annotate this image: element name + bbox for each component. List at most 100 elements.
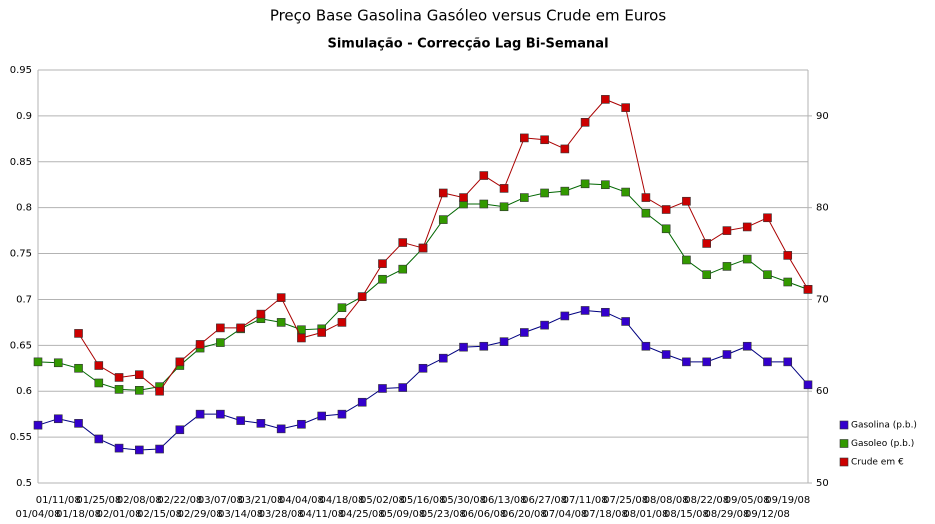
y2-tick-label: 70 — [816, 294, 829, 305]
marker — [53, 358, 63, 368]
marker — [114, 373, 124, 382]
x-tick-label: 01/04/08 — [16, 509, 61, 520]
y-tick-label: 0.5 — [16, 478, 32, 489]
x-tick-label: 01/18/08 — [56, 509, 101, 520]
marker — [540, 135, 549, 145]
legend-swatch — [839, 420, 849, 430]
x-tick-label: 08/22/08 — [684, 495, 729, 506]
marker — [114, 385, 124, 394]
marker — [398, 383, 408, 392]
y-tick-label: 0.55 — [10, 432, 32, 443]
x-tick-label: 07/04/08 — [542, 509, 587, 520]
marker — [560, 311, 570, 321]
y-tick-label: 0.65 — [10, 340, 32, 351]
marker — [702, 357, 711, 367]
y-tick-label: 0.8 — [16, 203, 32, 214]
marker — [499, 184, 509, 193]
marker — [722, 350, 732, 359]
marker — [256, 309, 266, 319]
y-tick-label: 0.75 — [10, 249, 32, 260]
marker — [520, 328, 529, 337]
marker — [661, 205, 671, 214]
marker — [398, 264, 408, 274]
marker — [276, 318, 286, 327]
marker — [276, 293, 286, 302]
marker — [438, 215, 448, 224]
series-line — [37, 309, 809, 451]
marker — [601, 180, 610, 190]
x-tick-label: 01/25/08 — [76, 495, 121, 506]
x-tick-label: 04/04/08 — [279, 495, 324, 506]
marker — [438, 188, 448, 198]
legend-label: Gasoleo (p.b.) — [851, 439, 914, 449]
x-tick-label: 08/01/08 — [623, 509, 668, 520]
marker — [438, 353, 448, 363]
marker — [479, 171, 489, 180]
y2-tick-label: 90 — [816, 111, 829, 122]
marker — [216, 409, 225, 419]
x-tick-label: 03/07/08 — [198, 495, 243, 506]
x-tick-label: 09/12/08 — [745, 509, 790, 520]
marker — [540, 320, 549, 330]
marker — [114, 443, 124, 453]
legend-label: Crude em € — [851, 458, 904, 468]
marker — [74, 329, 83, 338]
marker — [74, 363, 83, 373]
marker — [479, 341, 489, 351]
marker — [94, 361, 104, 370]
y-tick-label: 0.7 — [16, 294, 32, 305]
marker — [53, 414, 63, 424]
marker — [357, 397, 367, 407]
x-tick-label: 06/27/08 — [522, 495, 567, 506]
marker — [155, 386, 164, 396]
y-tick-label: 0.6 — [16, 386, 32, 397]
marker — [580, 179, 590, 189]
marker — [135, 370, 144, 380]
marker — [195, 340, 205, 349]
marker — [763, 270, 772, 279]
marker — [621, 187, 630, 197]
x-tick-label: 05/16/08 — [401, 495, 446, 506]
marker — [803, 380, 813, 390]
x-tick-label: 01/11/08 — [36, 495, 81, 506]
marker — [175, 425, 185, 435]
marker — [722, 262, 732, 271]
marker — [520, 133, 529, 143]
marker — [661, 224, 671, 234]
marker — [682, 196, 691, 206]
marker — [216, 323, 225, 333]
marker — [378, 274, 387, 284]
marker — [94, 378, 104, 388]
marker — [135, 445, 144, 455]
marker — [742, 341, 752, 351]
x-tick-label: 06/20/08 — [502, 509, 547, 520]
marker — [742, 222, 752, 232]
x-tick-label: 08/15/08 — [664, 509, 709, 520]
marker — [479, 199, 489, 209]
x-tick-label: 08/29/08 — [704, 509, 749, 520]
x-tick-label: 07/25/08 — [603, 495, 648, 506]
marker — [803, 285, 813, 294]
x-tick-label: 04/25/08 — [340, 509, 385, 520]
x-tick-label: 09/05/08 — [725, 495, 770, 506]
marker — [783, 251, 793, 260]
marker — [378, 259, 387, 268]
marker — [236, 323, 245, 333]
x-tick-label: 08/08/08 — [644, 495, 689, 506]
x-tick-label: 06/13/08 — [482, 495, 527, 506]
x-tick-label: 05/02/08 — [360, 495, 405, 506]
legend-swatch — [839, 439, 849, 448]
marker — [722, 226, 732, 235]
x-tick-label: 07/18/08 — [583, 509, 628, 520]
series-line — [78, 98, 809, 392]
marker — [155, 444, 164, 454]
marker — [763, 213, 772, 223]
x-tick-label: 03/21/08 — [238, 495, 283, 506]
marker — [276, 424, 286, 434]
marker — [702, 239, 711, 248]
marker — [580, 118, 590, 127]
x-tick-label: 02/22/08 — [157, 495, 202, 506]
marker — [33, 420, 43, 430]
marker — [94, 434, 104, 444]
marker — [621, 317, 630, 326]
